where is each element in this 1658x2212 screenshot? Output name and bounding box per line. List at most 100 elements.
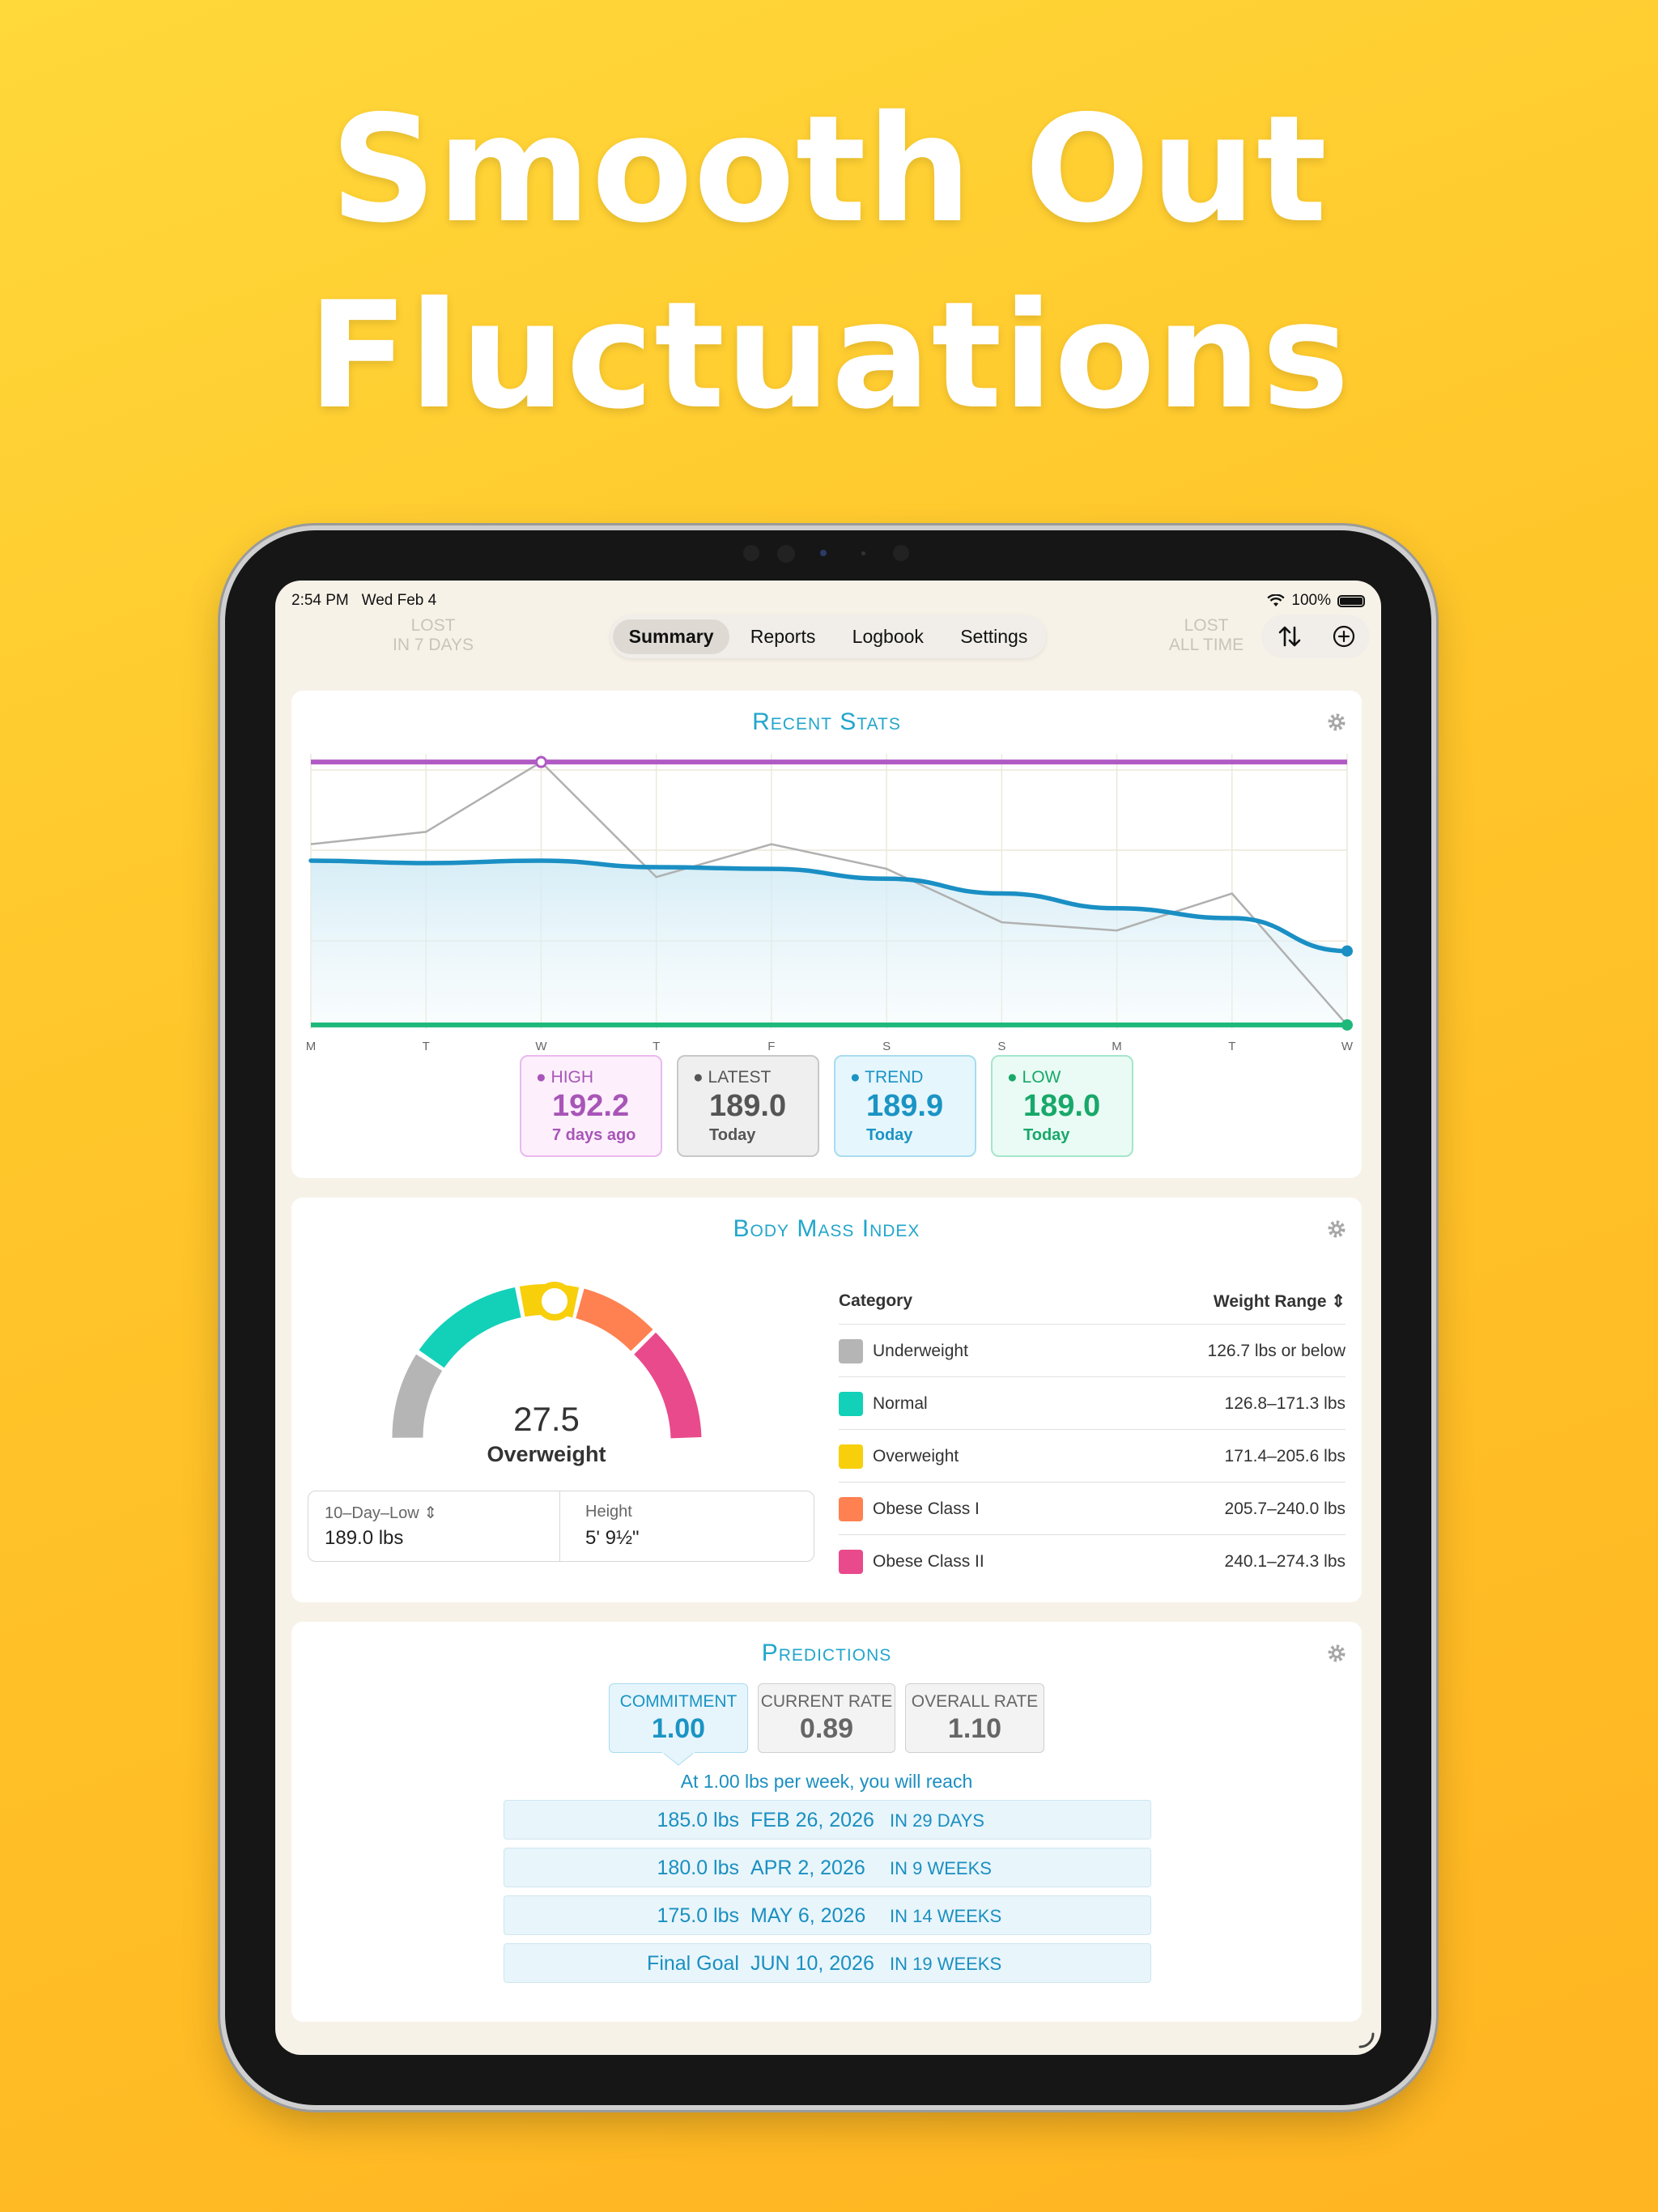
overweight-swatch [839,1444,863,1469]
tab-settings[interactable]: Settings [960,625,1028,647]
prediction-row: 185.0 lbs FEB 26, 2026 IN 29 DAYS [504,1800,1151,1840]
bmi-row-underweight: Underweight 126.7 lbs or below [839,1324,1346,1376]
bmi-card: Body Mass Index 27.5 Overweight 10–Day–L… [291,1197,1362,1602]
underweight-swatch [839,1339,863,1363]
headline-line-1: Smooth Out [329,83,1328,255]
weight-basis-value: 189.0 lbs [325,1527,404,1549]
prediction-date: FEB 26, 2026 [750,1809,874,1831]
height-value: 5' 9½" [585,1527,640,1549]
sensor-dot [743,545,759,561]
latest-stat: ● LATEST 189.0 Today [677,1055,819,1157]
gauge-segment-obese-2 [633,1332,702,1439]
commitment-rate-tab[interactable]: COMMITMENT 1.00 [609,1683,748,1753]
tab-summary[interactable]: Summary [612,619,730,654]
bmi-row-range: 240.1–274.3 lbs [1224,1552,1346,1571]
x-tick-label: T [423,1040,430,1053]
headline-line-2: Fluctuations [308,270,1350,441]
x-tick-label: T [653,1040,660,1053]
prediction-weight: 175.0 lbs [657,1904,739,1927]
prediction-weight: Final Goal [647,1952,739,1975]
bmi-row-name: Overweight [873,1447,959,1465]
bmi-row-range: 171.4–205.6 lbs [1224,1447,1346,1465]
bmi-row-range: 205.7–240.0 lbs [1224,1499,1346,1518]
status-bar: 2:54 PM Wed Feb 4 100% [291,592,1365,616]
tab-logbook[interactable]: Logbook [852,625,924,647]
bmi-gauge [392,1282,702,1439]
trend-stat-value: 189.9 [866,1089,944,1123]
high-stat-label: ● HIGH [536,1068,594,1087]
battery-icon [1337,594,1365,607]
trend-point [1341,945,1353,957]
device-volume-down-button [1430,711,1437,780]
obese-2-swatch [839,1550,863,1574]
toolbar-actions [1261,615,1370,658]
device-volume-up-button [1430,636,1437,704]
camera-lens [777,545,795,563]
rate-label: CURRENT RATE [760,1692,893,1711]
low-stat-label: ● LOW [1007,1068,1061,1087]
gauge-segment-obese-1 [575,1288,653,1351]
bmi-input-fields: 10–Day–Low ⇕ 189.0 lbs Height 5' 9½" [308,1491,814,1562]
overall-rate-tab[interactable]: OVERALL RATE 1.10 [905,1683,1044,1753]
high-stat: ● HIGH 192.2 7 days ago [520,1055,662,1157]
obese-1-swatch [839,1497,863,1521]
bmi-row-name: Obese Class II [873,1552,984,1571]
prediction-weight: 185.0 lbs [657,1809,739,1831]
bmi-row-name: Underweight [873,1342,968,1360]
weight-range-sort-button[interactable]: Weight Range ⇕ [1213,1292,1346,1311]
rate-label: OVERALL RATE [911,1692,1039,1711]
resize-corner-icon [1358,2032,1375,2048]
prediction-date: JUN 10, 2026 [750,1952,874,1975]
bmi-row-obese-2: Obese Class II 240.1–274.3 lbs [839,1534,1346,1587]
selected-pointer [662,1752,695,1766]
gauge-indicator [535,1282,574,1321]
sensor-dot [861,551,865,555]
weight-basis-label: 10–Day–Low ⇕ [325,1504,438,1522]
weight-basis-picker[interactable]: 10–Day–Low ⇕ 189.0 lbs [308,1491,560,1561]
bmi-row-name: Obese Class I [873,1499,980,1518]
prediction-row: Final Goal JUN 10, 2026 IN 19 WEEKS [504,1943,1151,1983]
gear-icon[interactable] [1326,1219,1347,1240]
recent-stats-card: Recent Stats M T W T F S S M T W ● HIGH 192.2 7 d… [291,691,1362,1178]
x-tick-label: S [882,1040,891,1053]
sensor-dot [820,550,827,556]
lost-all-time-label: LOST ALL TIME [1168,616,1244,654]
bmi-value: 27.5 [513,1400,580,1438]
prediction-eta: IN 29 DAYS [890,1810,984,1831]
bmi-row-obese-1: Obese Class I 205.7–240.0 lbs [839,1482,1346,1534]
gear-icon[interactable] [1326,712,1347,733]
sort-icon[interactable] [1276,623,1303,650]
high-stat-value: 192.2 [552,1089,630,1123]
trend-line [308,858,1350,954]
wifi-icon [1267,594,1286,606]
chevron-updown-icon: ⇕ [423,1504,438,1522]
x-tick-label: F [767,1040,775,1053]
trend-stat-when: Today [866,1126,913,1144]
bmi-row-range: 126.7 lbs or below [1207,1342,1346,1360]
prediction-row: 180.0 lbs APR 2, 2026 IN 9 WEEKS [504,1848,1151,1887]
add-icon[interactable] [1332,624,1356,649]
current-rate-tab[interactable]: CURRENT RATE 0.89 [758,1683,895,1753]
rate-value: 0.89 [799,1713,854,1744]
trend-area [311,860,1347,1029]
height-field[interactable]: Height 5' 9½" [559,1491,814,1561]
rate-value: 1.00 [651,1713,706,1744]
rate-label: COMMITMENT [619,1692,738,1711]
bmi-row-normal: Normal 126.8–171.3 lbs [839,1376,1346,1429]
prediction-date: APR 2, 2026 [750,1857,865,1879]
gear-icon[interactable] [1326,1643,1347,1664]
prediction-eta: IN 19 WEEKS [890,1954,1002,1974]
x-tick-label: T [1228,1040,1235,1053]
recent-stats-title: Recent Stats [752,708,901,735]
ipad-frame: 2:54 PM Wed Feb 4 100% LOST IN 7 DAYS LOS… [225,530,1431,2105]
trend-stat-label: ● TREND [850,1068,924,1087]
height-label: Height [585,1503,632,1521]
x-tick-label: M [306,1040,317,1053]
latest-stat-when: Today [709,1126,756,1144]
bmi-table-header: Category Weight Range ⇕ [839,1285,1346,1317]
low-point [1341,1019,1353,1031]
bmi-row-overweight: Overweight 171.4–205.6 lbs [839,1429,1346,1482]
tab-reports[interactable]: Reports [750,625,816,647]
bmi-row-name: Normal [873,1394,928,1413]
